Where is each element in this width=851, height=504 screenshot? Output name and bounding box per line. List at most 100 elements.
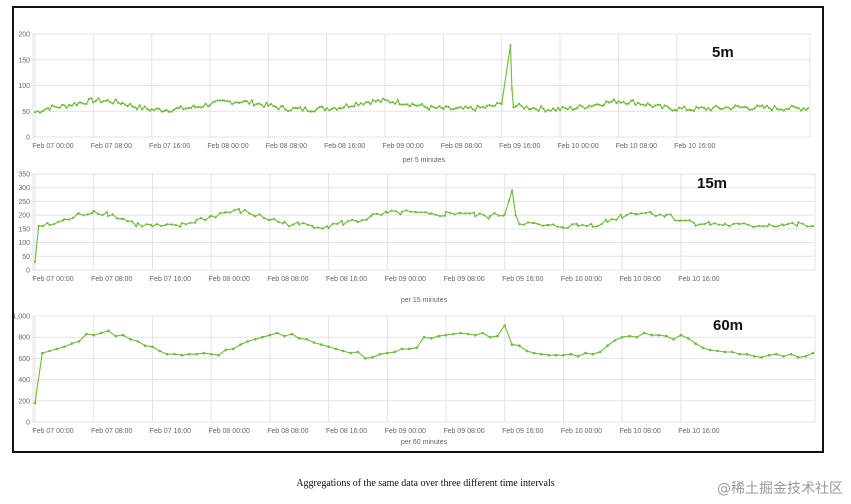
data-point xyxy=(277,108,280,111)
data-point xyxy=(679,219,683,222)
data-point xyxy=(488,335,492,339)
data-point xyxy=(149,223,153,226)
data-point xyxy=(189,221,192,224)
data-point xyxy=(177,106,181,110)
data-point xyxy=(703,223,706,226)
data-point xyxy=(453,213,456,216)
data-point xyxy=(131,105,134,108)
data-point xyxy=(738,352,741,356)
x-tick-label: Feb 10 00:00 xyxy=(561,428,602,435)
data-point xyxy=(459,212,462,215)
data-point xyxy=(631,99,635,102)
data-point xyxy=(180,222,183,225)
data-point xyxy=(444,105,447,108)
data-point xyxy=(37,224,40,227)
data-point xyxy=(268,218,271,221)
data-point xyxy=(262,105,266,108)
data-point xyxy=(753,225,756,228)
data-point xyxy=(773,104,776,108)
data-point xyxy=(318,105,321,108)
data-point xyxy=(63,218,66,221)
data-point xyxy=(400,347,404,351)
x-tick-label: Feb 10 08:00 xyxy=(620,428,661,435)
data-point xyxy=(126,105,129,108)
figure-caption: Aggregations of the same data over three… xyxy=(296,478,555,489)
data-point xyxy=(634,103,637,106)
data-point xyxy=(704,108,708,111)
data-point xyxy=(782,355,785,358)
data-point xyxy=(688,108,691,111)
data-point xyxy=(577,224,580,227)
data-point xyxy=(122,217,125,220)
data-point xyxy=(573,107,576,111)
data-point xyxy=(155,223,158,226)
data-point xyxy=(187,352,191,356)
data-point xyxy=(678,106,681,109)
data-point xyxy=(255,103,258,106)
data-point xyxy=(327,226,330,230)
data-point xyxy=(236,101,239,104)
data-point xyxy=(554,109,557,112)
data-point xyxy=(371,356,374,359)
data-point xyxy=(342,106,345,109)
data-point xyxy=(621,216,624,219)
data-point xyxy=(586,106,589,109)
data-point xyxy=(787,107,791,110)
data-point xyxy=(566,108,569,111)
data-point xyxy=(321,227,324,230)
data-point xyxy=(351,218,354,221)
data-point xyxy=(479,106,482,109)
data-point xyxy=(742,222,746,225)
data-point xyxy=(403,103,406,106)
data-point xyxy=(48,349,51,353)
data-point xyxy=(282,222,285,225)
data-point xyxy=(336,222,339,225)
data-point xyxy=(595,103,599,106)
data-point xyxy=(272,104,275,108)
data-point xyxy=(269,103,272,106)
data-point xyxy=(239,211,242,214)
data-point xyxy=(187,106,190,109)
data-point xyxy=(517,102,521,105)
data-point xyxy=(111,213,114,216)
data-point xyxy=(130,220,133,223)
data-point xyxy=(712,106,715,109)
data-point xyxy=(790,104,793,107)
data-point xyxy=(724,106,727,109)
data-point xyxy=(257,102,260,105)
x-tick-label: Feb 10 16:00 xyxy=(678,276,719,283)
data-point xyxy=(679,333,683,337)
x-tick-label: Feb 09 16:00 xyxy=(502,428,543,435)
data-point xyxy=(604,218,608,221)
data-point xyxy=(367,101,370,104)
data-point xyxy=(775,352,778,356)
data-point xyxy=(114,334,117,338)
data-point xyxy=(199,106,202,109)
data-point xyxy=(204,102,207,105)
x-tick-label: Feb 09 00:00 xyxy=(382,143,423,150)
data-point xyxy=(509,44,512,47)
data-point xyxy=(628,334,631,338)
data-point xyxy=(408,105,411,108)
x-tick-label: Feb 08 08:00 xyxy=(267,428,308,435)
data-point xyxy=(770,108,774,112)
data-point xyxy=(330,107,333,110)
data-point xyxy=(591,352,595,356)
data-point xyxy=(546,108,550,111)
data-point xyxy=(739,106,742,109)
data-point xyxy=(283,220,286,223)
data-point xyxy=(615,218,618,221)
data-point xyxy=(204,219,207,222)
y-tick-label: 200 xyxy=(18,32,30,39)
data-point xyxy=(90,97,93,100)
x-tick-label: Feb 09 08:00 xyxy=(441,143,482,150)
x-tick-label: Feb 08 00:00 xyxy=(209,276,250,283)
data-point xyxy=(692,109,696,112)
data-point xyxy=(564,107,567,110)
data-point xyxy=(642,103,645,106)
data-point xyxy=(800,109,803,112)
data-point xyxy=(248,102,251,105)
data-point xyxy=(715,104,718,107)
data-point xyxy=(126,220,129,223)
data-point xyxy=(210,214,213,217)
